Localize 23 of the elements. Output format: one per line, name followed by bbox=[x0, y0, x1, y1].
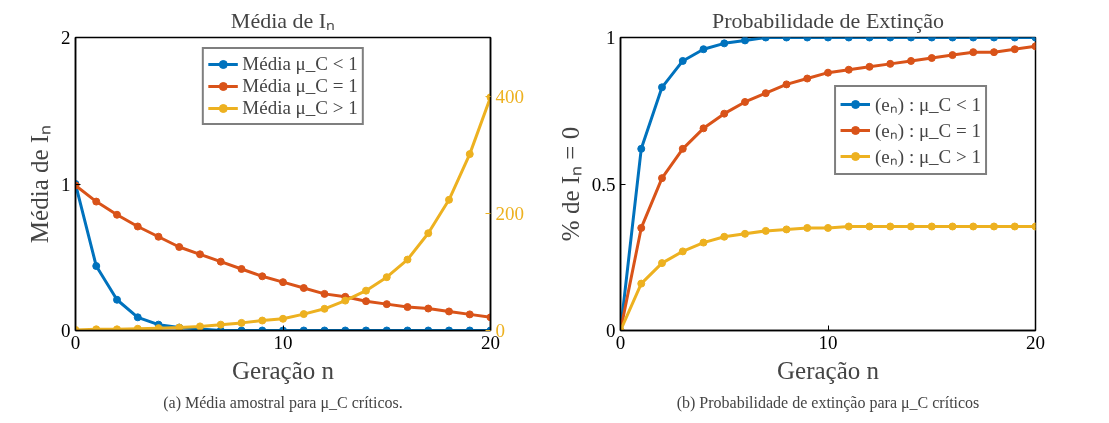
legend-label: Média μ_C > 1 bbox=[242, 97, 358, 119]
x-axis-title: Geração n bbox=[231, 356, 335, 384]
legend-label: Média μ_C < 1 bbox=[242, 53, 358, 75]
legend-label: (eₙ) : μ_C < 1 bbox=[875, 93, 981, 117]
legend-label: (eₙ) : μ_C > 1 bbox=[875, 145, 981, 169]
chart-title: Média de Iₙ bbox=[230, 7, 336, 33]
chart-title: Probabilidade de Extinção bbox=[711, 7, 945, 33]
y-tick-label: 0.5 bbox=[591, 173, 616, 195]
y2-tick-label: 200 bbox=[495, 202, 524, 224]
y-axis-title: % de Iₙ = 0 bbox=[556, 126, 584, 242]
text: (b) Probabilidade de extinção para μ_C críticos bbox=[676, 393, 980, 412]
y2-tick-label: 400 bbox=[495, 85, 524, 107]
y-tick-label: 2 bbox=[61, 27, 71, 48]
x-tick-label: 20 bbox=[1026, 331, 1045, 353]
x-axis-title: Geração n bbox=[776, 356, 880, 384]
text: (a) Média amostral para μ_C críticos. bbox=[163, 393, 403, 412]
y-axis-title: Média de Iₙ bbox=[26, 124, 53, 244]
y-tick-label: 1 bbox=[606, 27, 616, 48]
legend-label: (eₙ) : μ_C = 1 bbox=[875, 119, 981, 143]
x-tick-label: 10 bbox=[273, 331, 293, 353]
y-tick-label: 1 bbox=[61, 173, 71, 195]
x-tick-label: 10 bbox=[818, 331, 838, 353]
legend-label: Média μ_C = 1 bbox=[242, 75, 358, 97]
